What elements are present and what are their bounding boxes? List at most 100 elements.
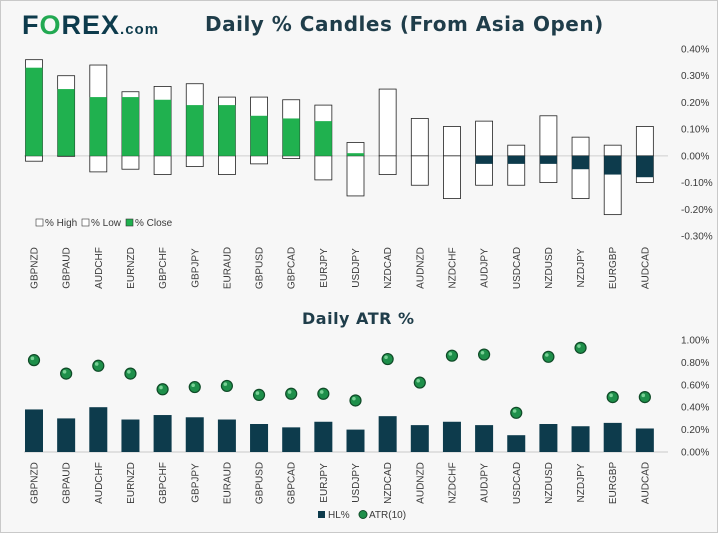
atr-y-tick: 1.00% (681, 336, 709, 347)
atr-hl-bar (314, 421, 333, 452)
atr-category-label: EURGBP (608, 462, 619, 505)
atr-hl-bar (57, 418, 76, 452)
candle-close-box (507, 155, 525, 164)
candle-high-box (507, 144, 526, 157)
atr-dot-highlight (191, 383, 195, 388)
atr-dot (156, 383, 169, 396)
atr-legend-dot (358, 510, 368, 519)
candle-low-box (443, 155, 461, 200)
atr-hl-bar (250, 424, 269, 452)
candles-category-label: AUDCAD (640, 247, 651, 289)
atr-y-tick: 0.60% (681, 380, 709, 391)
candle-low-box (282, 155, 301, 159)
atr-hl-bar (89, 407, 108, 452)
atr-hl-bar (603, 422, 622, 452)
atr-category-label: EURAUD (222, 462, 233, 504)
atr-dot-highlight (641, 393, 646, 398)
candle-low-box (314, 155, 333, 181)
atr-category-label: GBPAUD (62, 462, 73, 504)
atr-hl-bar (25, 409, 43, 452)
candles-category-label: GBPCAD (287, 247, 298, 289)
candle-high-box (475, 120, 494, 157)
atr-category-label: NZDCHF (447, 462, 458, 503)
candles-category-label: GBPUSD (255, 247, 266, 289)
atr-dot (27, 354, 41, 367)
atr-dot (92, 359, 105, 372)
candle-low-box (217, 155, 236, 175)
candles-category-label: AUDCHF (94, 247, 105, 289)
candle-close-box (218, 105, 236, 156)
atr-dot-highlight (609, 393, 613, 398)
atr-dot (542, 350, 555, 363)
atr-dot (606, 391, 619, 404)
atr-chart-title: Daily ATR % (302, 309, 415, 328)
atr-dot-highlight (30, 356, 35, 361)
candle-close-box (89, 97, 107, 156)
candle-close-box (25, 67, 43, 156)
atr-dot-highlight (62, 370, 67, 374)
logo-domain: .com (120, 21, 160, 38)
candles-y-tick: -0.30% (681, 232, 713, 243)
forex-logo: FOREX.com (22, 10, 159, 41)
candles-category-label: USDJPY (351, 248, 362, 288)
candles-category-label: EURAUD (222, 247, 233, 289)
candles-y-tick: 0.20% (681, 98, 709, 109)
atr-dot-highlight (384, 355, 388, 360)
candle-low-box (346, 155, 365, 197)
atr-category-label: GBPCAD (287, 462, 298, 504)
candles-category-label: GBPNZD (30, 247, 41, 289)
candles-legend-swatch (81, 218, 90, 227)
candle-close-box (572, 155, 590, 170)
atr-category-label: GBPJPY (190, 463, 201, 503)
atr-dot-highlight (287, 390, 292, 394)
atr-y-tick: 0.00% (681, 448, 709, 459)
atr-dot (445, 349, 459, 362)
atr-dot (413, 376, 426, 389)
atr-category-label: GBPCHF (158, 462, 169, 504)
atr-dot-highlight (127, 370, 131, 374)
atr-dot (252, 388, 266, 401)
candle-close-box (314, 121, 332, 156)
candle-close-box (57, 89, 75, 156)
atr-dot-highlight (94, 362, 99, 366)
candles-category-label: EURJPY (319, 248, 330, 288)
candle-low-box (89, 155, 108, 173)
atr-hl-bar (539, 424, 558, 452)
atr-hl-bar (217, 419, 236, 452)
atr-hl-bar (507, 435, 526, 452)
candle-close-box (475, 155, 493, 164)
candles-category-label: NZDJPY (576, 248, 587, 287)
candles-y-tick: 0.00% (681, 151, 709, 162)
atr-dot (317, 387, 330, 400)
candle-high-box (443, 126, 461, 157)
atr-category-label: AUDCAD (640, 462, 651, 504)
atr-dot (381, 352, 394, 366)
candles-category-label: GBPAUD (62, 247, 73, 289)
atr-legend-label: HL% (328, 510, 350, 521)
atr-category-label: EURJPY (319, 463, 330, 503)
atr-dot-highlight (159, 385, 163, 390)
candle-low-box (410, 155, 429, 186)
candle-close-box (282, 118, 300, 156)
candle-close-box (604, 155, 622, 175)
atr-category-label: AUDCHF (94, 462, 105, 504)
candle-low-box (121, 155, 140, 170)
candles-category-label: AUDNZD (415, 247, 426, 289)
logo-prefix: F (22, 10, 40, 40)
atr-y-tick: 0.80% (681, 358, 709, 369)
candle-close-box (636, 155, 654, 178)
atr-category-label: EURNZD (126, 462, 137, 504)
atr-hl-bar (378, 416, 397, 452)
atr-y-tick: 0.40% (681, 403, 709, 414)
atr-dot (285, 387, 298, 400)
atr-category-label: NZDJPY (576, 463, 587, 502)
candle-close-box (539, 155, 557, 164)
atr-hl-bar (153, 415, 172, 452)
candle-low-box (153, 155, 172, 175)
candle-low-box (57, 155, 76, 157)
candles-y-tick: 0.40% (681, 45, 709, 56)
atr-dot (574, 341, 587, 354)
candle-close-box (250, 115, 268, 156)
atr-dot-highlight (512, 409, 517, 413)
atr-y-tick: 0.20% (681, 425, 709, 436)
